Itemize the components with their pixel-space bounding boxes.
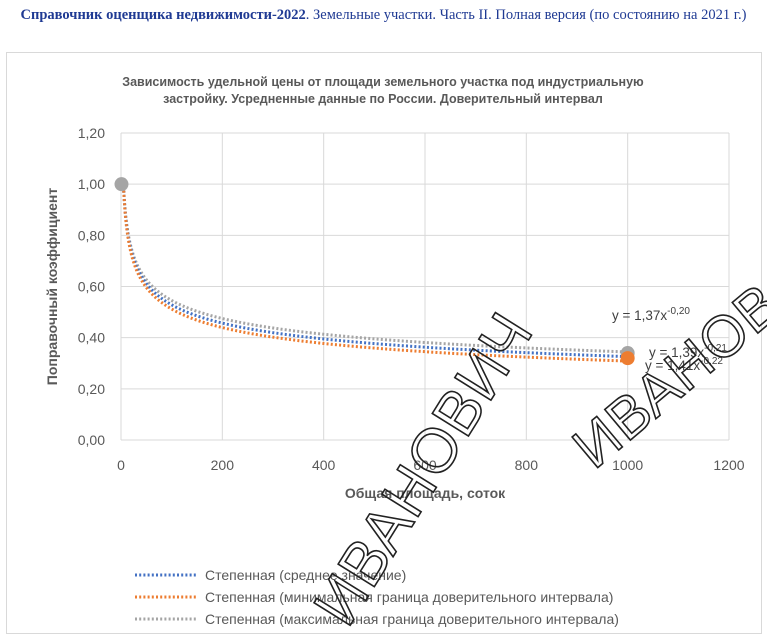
y-tick-label: 1,20 xyxy=(78,125,105,141)
x-tick-label: 200 xyxy=(211,457,235,473)
header-subtitle: . Земельные участки. Часть II. Полная ве… xyxy=(305,7,747,23)
y-tick-label: 0,80 xyxy=(78,227,105,243)
x-tick-label: 800 xyxy=(515,457,539,473)
legend-label-1: Степенная (среднее значение) xyxy=(205,567,406,583)
x-tick-label: 1000 xyxy=(612,457,643,473)
chart-title-line-1: Зависимость удельной цены от площади зем… xyxy=(122,75,644,89)
header-bold-title: Справочник оценщика недвижимости-2022 xyxy=(20,7,306,23)
chart-frame xyxy=(6,52,762,634)
legend-label-3: Степенная (максимальная граница доверите… xyxy=(205,611,619,627)
x-tick-label: 1200 xyxy=(713,457,744,473)
data-point-3 xyxy=(620,351,635,366)
series-line-2 xyxy=(121,182,628,363)
trendline-exponent: -0,20 xyxy=(667,306,690,317)
x-tick-label: 600 xyxy=(413,457,437,473)
y-tick-label: 0,00 xyxy=(78,432,105,448)
y-tick-label: 1,00 xyxy=(78,176,105,192)
x-tick-label: 0 xyxy=(117,457,125,473)
data-point-1 xyxy=(114,177,129,192)
x-axis-label: Общая площадь, соток xyxy=(345,485,506,501)
trendline-exponent: -0,22 xyxy=(700,356,723,367)
document-header: Справочник оценщика недвижимости-2022. З… xyxy=(0,6,767,24)
legend-label-2: Степенная (минимальная граница доверител… xyxy=(205,589,613,605)
series-line-1 xyxy=(121,182,628,359)
chart-title-line-2: застройку. Усредненные данные по России.… xyxy=(163,92,603,106)
series-line-3 xyxy=(121,182,628,354)
trendline-exponent: -0,21 xyxy=(704,343,727,354)
y-tick-label: 0,60 xyxy=(78,279,105,295)
y-tick-label: 0,40 xyxy=(78,330,105,346)
y-tick-label: 0,20 xyxy=(78,381,105,397)
trendline-equation-3: y = 1,37x-0,20 xyxy=(612,306,690,323)
y-axis-label: Поправочный коэффициент xyxy=(44,188,60,386)
x-tick-label: 400 xyxy=(312,457,336,473)
